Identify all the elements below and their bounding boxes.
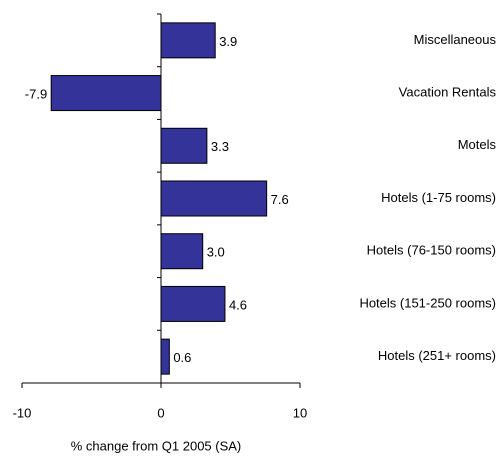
bar [160,180,268,217]
bar [50,75,162,112]
data-label: 7.6 [271,192,289,207]
category-label: Hotels (76-150 rooms) [367,243,496,258]
bar [160,127,208,164]
bar [160,285,226,322]
bar [160,22,216,59]
category-label: Hotels (151-250 rooms) [359,295,496,310]
x-tick-label: 0 [157,405,164,420]
data-label: -7.9 [25,87,47,102]
x-tick-label: -10 [13,405,32,420]
category-label: Vacation Rentals [399,85,497,100]
data-label: 0.6 [173,350,191,365]
x-tick-label: 10 [293,405,307,420]
x-axis-label: % change from Q1 2005 (SA) [71,438,242,453]
data-label: 4.6 [229,297,247,312]
bar [160,338,170,375]
category-label: Motels [458,137,497,152]
category-label: Miscellaneous [414,32,497,47]
bar [160,233,204,270]
data-label: 3.0 [207,245,225,260]
data-label: 3.3 [211,139,229,154]
category-label: Hotels (1-75 rooms) [381,190,496,205]
data-label: 3.9 [219,34,237,49]
category-label: Hotels (251+ rooms) [378,348,496,363]
